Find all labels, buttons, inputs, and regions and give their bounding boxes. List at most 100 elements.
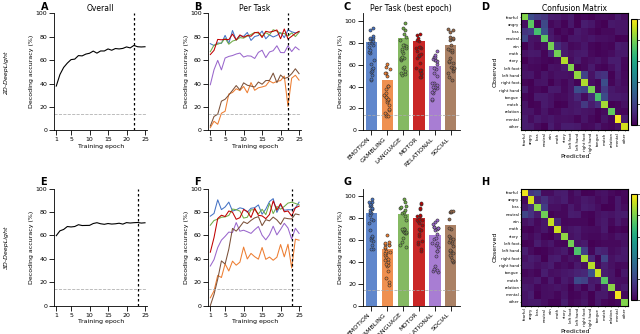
Point — [415, 228, 425, 233]
Point — [449, 65, 459, 70]
Point — [381, 250, 392, 256]
Point — [427, 97, 437, 103]
Point — [414, 233, 424, 238]
Point — [383, 98, 393, 103]
Point — [398, 42, 408, 48]
Point — [415, 60, 426, 65]
Point — [399, 71, 410, 76]
Point — [431, 82, 442, 88]
Point — [431, 61, 442, 66]
Point — [398, 235, 408, 241]
Bar — [445, 45, 456, 130]
Text: G: G — [343, 177, 351, 187]
Text: C: C — [343, 2, 350, 12]
Bar — [445, 225, 456, 306]
Point — [399, 229, 409, 234]
Point — [381, 114, 391, 119]
Point — [384, 107, 394, 113]
Point — [413, 240, 423, 245]
Point — [443, 46, 453, 52]
Point — [448, 250, 458, 256]
Point — [366, 210, 376, 216]
Point — [445, 234, 455, 239]
Point — [445, 48, 455, 53]
Point — [432, 248, 442, 254]
Point — [430, 52, 440, 58]
Point — [413, 44, 424, 49]
Bar — [381, 249, 393, 306]
Point — [365, 50, 376, 55]
Y-axis label: Decoding accuracy (%): Decoding accuracy (%) — [184, 35, 189, 109]
Point — [415, 201, 426, 206]
Point — [365, 212, 376, 218]
Point — [380, 252, 390, 258]
Point — [384, 242, 394, 247]
Point — [428, 221, 438, 227]
Point — [428, 240, 438, 246]
Point — [415, 44, 426, 50]
Bar — [397, 38, 409, 130]
Point — [365, 207, 375, 213]
Point — [384, 102, 394, 107]
Point — [444, 226, 454, 231]
Point — [448, 66, 458, 71]
Point — [364, 40, 374, 46]
Point — [448, 243, 458, 249]
Point — [368, 238, 378, 244]
Point — [444, 27, 454, 32]
Point — [446, 42, 456, 47]
Point — [367, 68, 377, 73]
Point — [383, 96, 393, 102]
Point — [448, 258, 458, 264]
Point — [431, 254, 441, 259]
Point — [367, 196, 377, 202]
Text: 3D-DeepLight: 3D-DeepLight — [4, 225, 9, 269]
Text: A: A — [40, 2, 48, 12]
X-axis label: Training epoch: Training epoch — [77, 144, 124, 149]
Point — [413, 226, 424, 231]
Point — [445, 247, 455, 253]
Point — [416, 248, 426, 254]
Point — [396, 58, 406, 63]
Point — [427, 80, 437, 85]
Point — [429, 70, 439, 75]
Point — [382, 233, 392, 238]
Point — [414, 52, 424, 57]
Point — [380, 241, 390, 247]
Point — [432, 73, 442, 79]
Point — [366, 235, 376, 240]
Point — [444, 59, 454, 64]
Point — [448, 36, 458, 41]
Point — [401, 229, 411, 234]
Point — [414, 52, 424, 58]
Point — [448, 37, 458, 42]
Point — [445, 55, 455, 61]
Point — [383, 83, 393, 88]
Point — [364, 220, 374, 225]
Point — [430, 57, 440, 62]
Point — [447, 238, 458, 244]
Point — [381, 71, 391, 76]
Point — [428, 90, 438, 96]
Point — [431, 243, 441, 248]
Point — [366, 216, 376, 221]
Point — [413, 231, 424, 237]
Point — [413, 38, 424, 44]
Point — [415, 247, 426, 252]
Point — [399, 55, 409, 61]
Point — [399, 226, 410, 232]
Point — [367, 233, 377, 239]
Point — [447, 77, 457, 83]
Point — [367, 242, 377, 247]
Point — [411, 65, 421, 71]
Bar — [365, 42, 377, 130]
Point — [445, 29, 456, 35]
Point — [415, 31, 426, 37]
Point — [382, 98, 392, 103]
Point — [396, 204, 406, 210]
Point — [396, 49, 406, 54]
Point — [448, 27, 458, 33]
Y-axis label: Observed: Observed — [492, 232, 497, 262]
Title: Per Task (best epoch): Per Task (best epoch) — [370, 4, 452, 13]
Point — [413, 216, 424, 222]
